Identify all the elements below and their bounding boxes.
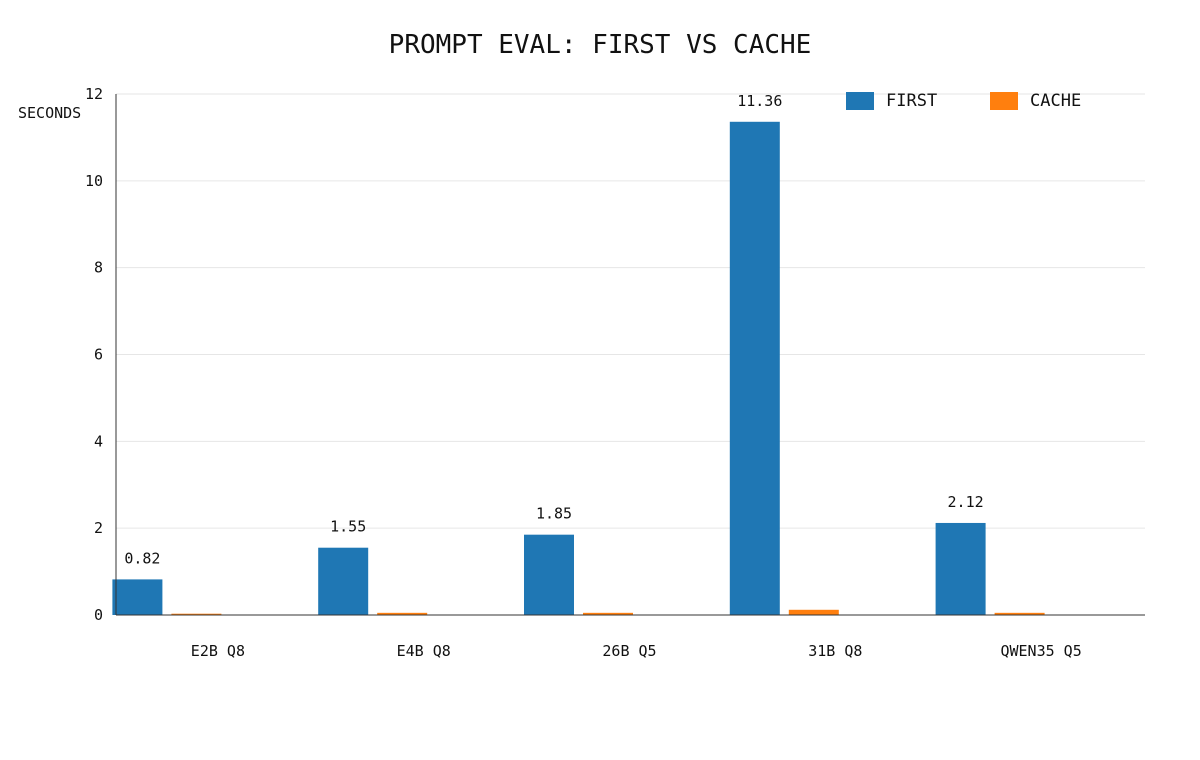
y-tick-label: 6 [94,346,103,364]
y-tick-label: 0 [94,606,103,624]
bar-cache-1 [377,612,428,615]
value-label: 1.85 [536,505,572,523]
bar-first-3 [729,121,780,615]
value-label: 0.82 [124,549,160,567]
y-tick-label: 2 [94,519,103,537]
bar-cache-3 [788,609,839,615]
value-label: 2.12 [948,493,984,511]
y-tick-label: 10 [85,172,103,190]
value-label: 1.55 [330,518,366,536]
x-tick-label: E2B Q8 [191,642,245,660]
chart-title: PROMPT EVAL: FIRST VS CACHE [389,30,812,60]
axes [115,94,1145,616]
x-tick-label: 31B Q8 [808,642,862,660]
y-tick-label: 8 [94,259,103,277]
legend-label-first: FIRST [886,91,937,111]
bar-first-0 [112,579,163,615]
y-tick-label: 12 [85,85,103,103]
legend: FIRST CACHE [846,91,1081,111]
bar-first-2 [524,534,574,615]
y-tick-label: 4 [94,432,103,450]
y-axis-label: SECONDS [18,104,81,122]
bar-cache-0 [171,613,222,615]
legend-label-cache: CACHE [1030,91,1081,111]
x-tick-label: E4B Q8 [397,642,451,660]
bar-first-1 [318,547,369,615]
gridlines [116,93,1145,529]
x-tick-label: QWEN35 Q5 [1000,642,1081,660]
legend-swatch-cache [990,92,1018,110]
bars [112,121,1045,615]
x-tick-label: 26B Q5 [602,642,656,660]
bar-cache-4 [994,612,1045,615]
labels: 0 2 4 6 8 10 12 0.82 1.55 1.85 11.36 2.12 E2B Q8 E4B … [85,85,1082,660]
legend-swatch-first [846,92,874,110]
value-label: 11.36 [737,92,782,110]
bar-cache-2 [583,612,633,615]
bar-first-4 [935,522,986,615]
